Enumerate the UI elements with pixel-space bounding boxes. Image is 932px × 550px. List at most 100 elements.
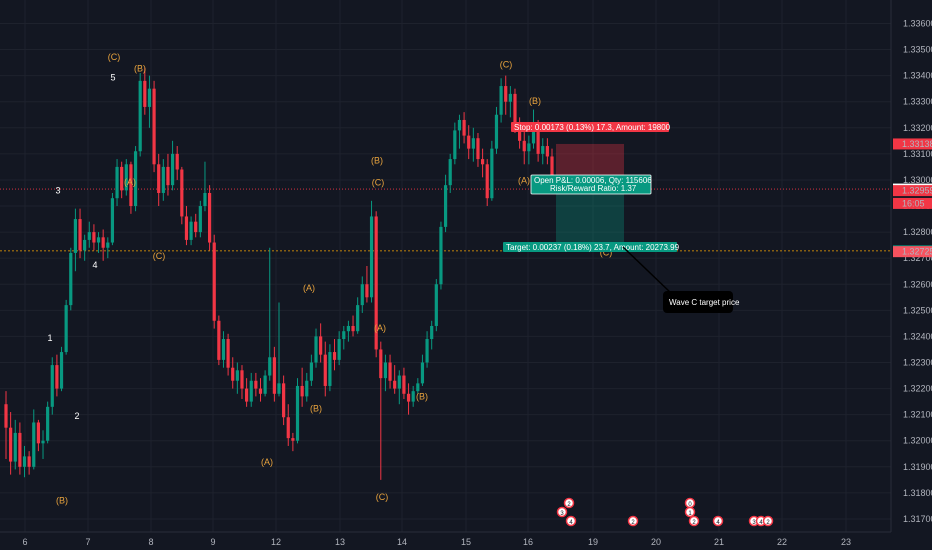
candle-body [106,242,110,248]
event-marker[interactable]: 2 [762,515,774,527]
candle-body [87,232,91,240]
candle [226,333,230,376]
candle-body [240,370,244,389]
candle [245,378,249,407]
candle [217,315,221,366]
wave-label: (C) [600,247,613,257]
candle [277,302,281,397]
candle-body [41,440,45,444]
candle-body [203,192,207,207]
wave-label: (C) [372,178,385,188]
candle-body [513,93,517,126]
candle-body [332,352,337,360]
price-tag: 16:05 [893,197,932,209]
target-label[interactable]: Target: 0.00237 (0.18%) 23.7, Amount: 20… [503,242,680,252]
candle-body [50,365,54,407]
candle-body [110,198,115,243]
candle-body [439,226,443,285]
event-marker-count: 1 [688,511,692,517]
candle [379,341,383,480]
grid [0,0,891,532]
candle [83,234,87,261]
candle-body [4,404,8,428]
candle-body [406,393,411,402]
candle [254,372,258,397]
candle [305,372,309,402]
candle [383,354,388,392]
candle-body [22,456,27,467]
wave-label: 2 [74,411,79,421]
event-marker[interactable]: 2 [563,497,575,509]
candle-body [443,185,448,227]
event-marker[interactable]: 4 [712,515,724,527]
candle [467,125,471,160]
event-marker[interactable]: 0 [684,497,696,509]
candle-body [531,127,536,144]
candle-body [133,151,138,207]
price-tag-text: 1.32959 [902,186,932,196]
time-axis[interactable]: 6 7 8 9 12 13 14 15 16 19 20 21 22 23 [22,537,851,547]
candle-body [64,305,68,353]
event-marker[interactable]: 4 [565,515,577,527]
price-tag: 1.32959 [893,185,932,197]
candle [443,174,448,233]
risk-reward-ratio-text: Risk/Reward Ratio: 1.37 [550,184,637,193]
event-marker[interactable]: 1 [684,506,696,518]
time-tick-label: 19 [588,537,598,547]
candle-body [351,325,355,332]
candle [369,200,374,303]
candle [231,357,235,389]
candle-body [272,357,276,394]
candle-body [221,339,226,360]
candle [263,370,267,397]
price-tick-label: 1.32500 [903,305,932,315]
candle-body [32,422,36,467]
candle [170,140,175,191]
candles [4,67,554,480]
time-tick-label: 8 [148,537,153,547]
time-tick-label: 6 [22,537,27,547]
candle-body [27,456,31,467]
stop-label[interactable]: Stop: 0.00173 (0.13%) 17.3, Amount: 1980… [511,122,671,132]
candle [393,365,397,394]
time-tick-label: 12 [271,537,281,547]
open-pnl-label[interactable]: Open P&L: 0.00006, Qty: 115606 Risk/Rewa… [530,174,652,195]
candle [147,75,152,128]
candle [194,213,198,238]
price-tick-label: 1.32600 [903,279,932,289]
wave-label: (B) [310,404,322,414]
candle [106,237,110,259]
price-tag-text: 1.33138 [902,139,932,149]
candle-body [101,237,105,248]
event-marker-count: 2 [567,502,571,508]
wave-label: (A) [261,457,273,467]
candle-body [143,80,147,107]
candle [221,331,226,368]
candle-body [499,86,503,115]
candle [406,383,411,415]
candle [32,409,36,470]
event-marker[interactable]: 2 [688,515,700,527]
wave-label: (A) [374,323,386,333]
wave-label: 4 [92,260,97,270]
price-tag-bg [893,246,932,258]
candle [490,140,494,201]
event-marker-count: 3 [560,511,564,517]
candle-body [78,219,82,251]
candle-body [420,362,425,384]
candle [189,216,193,246]
candle [18,422,22,475]
candle-body [388,362,392,381]
event-marker[interactable]: 2 [627,515,639,527]
candle-body [346,325,351,332]
event-marker[interactable]: 3 [556,506,568,518]
candle-body [467,135,471,149]
wave-label: (A) [124,177,136,187]
wave-c-callout[interactable]: Wave C target price [622,246,740,313]
candle-body [365,284,369,298]
candle [448,153,452,193]
price-lines [0,188,891,252]
candle-body [115,166,119,199]
